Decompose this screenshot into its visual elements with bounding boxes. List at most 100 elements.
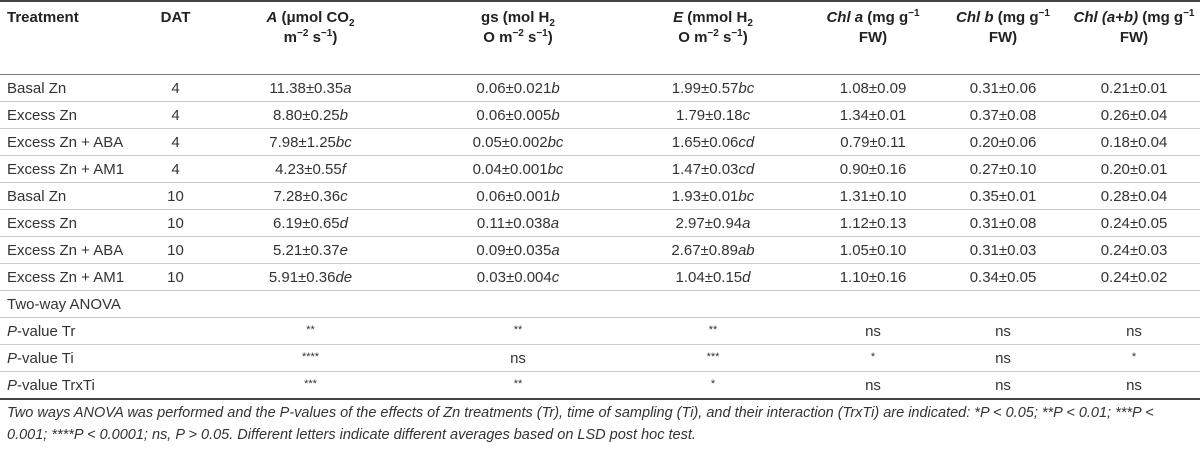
chl-a-cell: 1.12±0.13 [808,209,938,237]
a-cell: 7.98±1.25bc [203,128,418,156]
chl-ab-cell: 0.21±0.01 [1068,74,1200,102]
gs-cell: 0.06±0.005b [418,101,618,129]
header-dat: DAT [148,0,203,75]
gs-cell: 0.11±0.038a [418,209,618,237]
treatment-cell: Excess Zn + AM1 [0,155,148,183]
dat-cell: 4 [148,74,203,102]
chl-ab-cell: 0.26±0.04 [1068,101,1200,129]
anova-significance-cell: * [618,371,808,400]
anova-row: P-value TrxTi *** ** * ns ns ns [0,371,1200,400]
a-cell: 4.23±0.55f [203,155,418,183]
anova-significance-cell: *** [203,371,418,400]
treatment-cell: Basal Zn [0,182,148,210]
dat-cell: 4 [148,128,203,156]
dat-cell: 4 [148,155,203,183]
anova-significance-cell: ** [418,317,618,345]
e-cell: 2.67±0.89ab [618,236,808,264]
table-row: Basal Zn 10 7.28±0.36c 0.06±0.001b 1.93±0.01… [0,182,1200,210]
anova-significance-cell: ns [1068,317,1200,345]
anova-significance-cell: **** [203,344,418,372]
dat-cell: 10 [148,182,203,210]
dat-cell: 10 [148,209,203,237]
gs-cell: 0.04±0.001bc [418,155,618,183]
chl-b-cell: 0.31±0.03 [938,236,1068,264]
anova-title-row: Two-way ANOVA [0,290,1200,318]
table-footnote: Two ways ANOVA was performed and the P-v… [7,405,1154,443]
chl-b-cell: 0.31±0.06 [938,74,1068,102]
e-cell: 1.65±0.06cd [618,128,808,156]
dat-cell: 4 [148,101,203,129]
header-e: E (mmol H2 O m−2 s−1) [618,0,808,75]
anova-significance-cell: ns [808,371,938,400]
chl-b-cell: 0.20±0.06 [938,128,1068,156]
chl-a-cell: 1.31±0.10 [808,182,938,210]
anova-significance-cell: ns [418,344,618,372]
gs-cell: 0.06±0.021b [418,74,618,102]
header-row: Treatment DAT A (μmol CO2 m−2 s−1) gs (m… [0,0,1200,75]
table-row: Excess Zn 4 8.80±0.25b 0.06±0.005b 1.79±0.18… [0,101,1200,129]
chl-a-cell: 1.34±0.01 [808,101,938,129]
results-table: Treatment DAT A (μmol CO2 m−2 s−1) gs (m… [0,0,1200,400]
a-cell: 5.21±0.37e [203,236,418,264]
anova-significance-cell: ns [938,344,1068,372]
e-cell: 1.99±0.57bc [618,74,808,102]
e-cell: 1.79±0.18c [618,101,808,129]
chl-b-cell: 0.35±0.01 [938,182,1068,210]
header-chl-b: Chl b (mg g−1 FW) [938,0,1068,75]
chl-ab-cell: 0.24±0.03 [1068,236,1200,264]
anova-significance-cell: ns [1068,371,1200,400]
anova-title: Two-way ANOVA [0,290,1200,318]
table-row: Excess Zn + AM1 4 4.23±0.55f 0.04±0.001bc 1.… [0,155,1200,183]
treatment-cell: Basal Zn [0,74,148,102]
a-cell: 7.28±0.36c [203,182,418,210]
dat-cell: 10 [148,236,203,264]
header-gs: gs (mol H2 O m−2 s−1) [418,0,618,75]
chl-a-cell: 1.05±0.10 [808,236,938,264]
anova-significance-cell: * [808,344,938,372]
anova-row: P-value Ti **** ns *** * ns * [0,344,1200,372]
treatment-cell: Excess Zn + AM1 [0,263,148,291]
e-cell: 1.93±0.01bc [618,182,808,210]
chl-b-cell: 0.31±0.08 [938,209,1068,237]
gs-cell: 0.09±0.035a [418,236,618,264]
chl-a-cell: 1.10±0.16 [808,263,938,291]
table-row: Basal Zn 4 11.38±0.35a 0.06±0.021b 1.99±0.57… [0,74,1200,102]
table-row: Excess Zn 10 6.19±0.65d 0.11±0.038a 2.97±0.9… [0,209,1200,237]
e-cell: 2.97±0.94a [618,209,808,237]
treatment-cell: Excess Zn + ABA [0,128,148,156]
chl-a-cell: 0.90±0.16 [808,155,938,183]
header-chl-ab: Chl (a+b) (mg g−1 FW) [1068,0,1200,75]
chl-a-cell: 1.08±0.09 [808,74,938,102]
anova-label: P-value Tr [0,317,203,345]
anova-significance-cell: *** [618,344,808,372]
treatment-cell: Excess Zn [0,209,148,237]
chl-ab-cell: 0.20±0.01 [1068,155,1200,183]
a-cell: 5.91±0.36de [203,263,418,291]
treatment-cell: Excess Zn + ABA [0,236,148,264]
chl-b-cell: 0.27±0.10 [938,155,1068,183]
gs-cell: 0.06±0.001b [418,182,618,210]
anova-row: P-value Tr ** ** ** ns ns ns [0,317,1200,345]
gs-cell: 0.05±0.002bc [418,128,618,156]
chl-ab-cell: 0.18±0.04 [1068,128,1200,156]
gs-cell: 0.03±0.004c [418,263,618,291]
chl-ab-cell: 0.24±0.02 [1068,263,1200,291]
a-cell: 8.80±0.25b [203,101,418,129]
a-cell: 11.38±0.35a [203,74,418,102]
chl-b-cell: 0.34±0.05 [938,263,1068,291]
table-row: Excess Zn + ABA 10 5.21±0.37e 0.09±0.035a 2.… [0,236,1200,264]
anova-significance-cell: ** [203,317,418,345]
a-cell: 6.19±0.65d [203,209,418,237]
treatment-cell: Excess Zn [0,101,148,129]
anova-significance-cell: ** [618,317,808,345]
chl-a-cell: 0.79±0.11 [808,128,938,156]
anova-significance-cell: * [1068,344,1200,372]
anova-significance-cell: ns [938,317,1068,345]
table-row: Excess Zn + AM1 10 5.91±0.36de 0.03±0.004c 1… [0,263,1200,291]
header-a: A (μmol CO2 m−2 s−1) [203,0,418,75]
dat-cell: 10 [148,263,203,291]
chl-ab-cell: 0.28±0.04 [1068,182,1200,210]
anova-label: P-value TrxTi [0,371,203,400]
anova-significance-cell: ns [808,317,938,345]
